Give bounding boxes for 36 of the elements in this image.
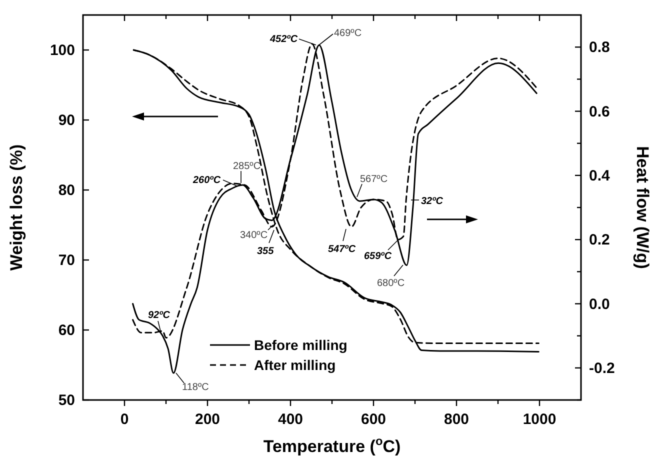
annotation: 92ºC [148, 310, 171, 321]
y-tick-label: 70 [58, 252, 75, 269]
annotation: 567ºC [360, 174, 388, 185]
annotation: 32ºC [421, 196, 444, 207]
annotation: 285ºC [233, 161, 261, 172]
x-tick-label: 0 [120, 411, 129, 428]
y2-axis-title: Heat flow (W/g) [633, 146, 651, 269]
y-tick-label: 90 [58, 112, 75, 129]
y2-tick-label: -0.2 [589, 360, 615, 377]
annotation: 452ºC [269, 34, 298, 45]
x-tick-label: 400 [278, 411, 304, 428]
annotation: 340ºC [240, 230, 268, 241]
legend-label: After milling [254, 357, 336, 373]
x-axis-title: Temperature ($^{o}$C) [263, 434, 401, 456]
y-axis-title: Weight loss (%) [7, 144, 26, 271]
annotation: 469ºC [334, 28, 362, 39]
x-tick-label: 600 [360, 411, 386, 428]
y2-tick-label: 0.8 [589, 39, 610, 56]
annotation: 355 [257, 246, 274, 257]
annotation: 547ºC [328, 244, 356, 255]
annotation: 659ºC [364, 251, 392, 262]
y-tick-label: 50 [58, 392, 75, 409]
annotation: 118ºC [182, 382, 209, 393]
legend-label: Before milling [254, 337, 348, 353]
y-tick-label: 60 [58, 322, 75, 339]
y2-tick-label: 0.0 [589, 296, 610, 313]
annotation: 680ºC [377, 278, 405, 289]
annotation: 260ºC [192, 175, 222, 186]
x-tick-label: 800 [444, 411, 470, 428]
x-tick-label: 1000 [522, 411, 556, 428]
y-tick-label: 80 [58, 182, 75, 199]
y2-tick-label: 0.6 [589, 103, 610, 120]
x-tick-label: 200 [194, 411, 220, 428]
y-tick-label: 100 [50, 42, 75, 59]
y2-tick-label: 0.2 [589, 232, 610, 249]
y2-tick-label: 0.4 [589, 167, 611, 184]
